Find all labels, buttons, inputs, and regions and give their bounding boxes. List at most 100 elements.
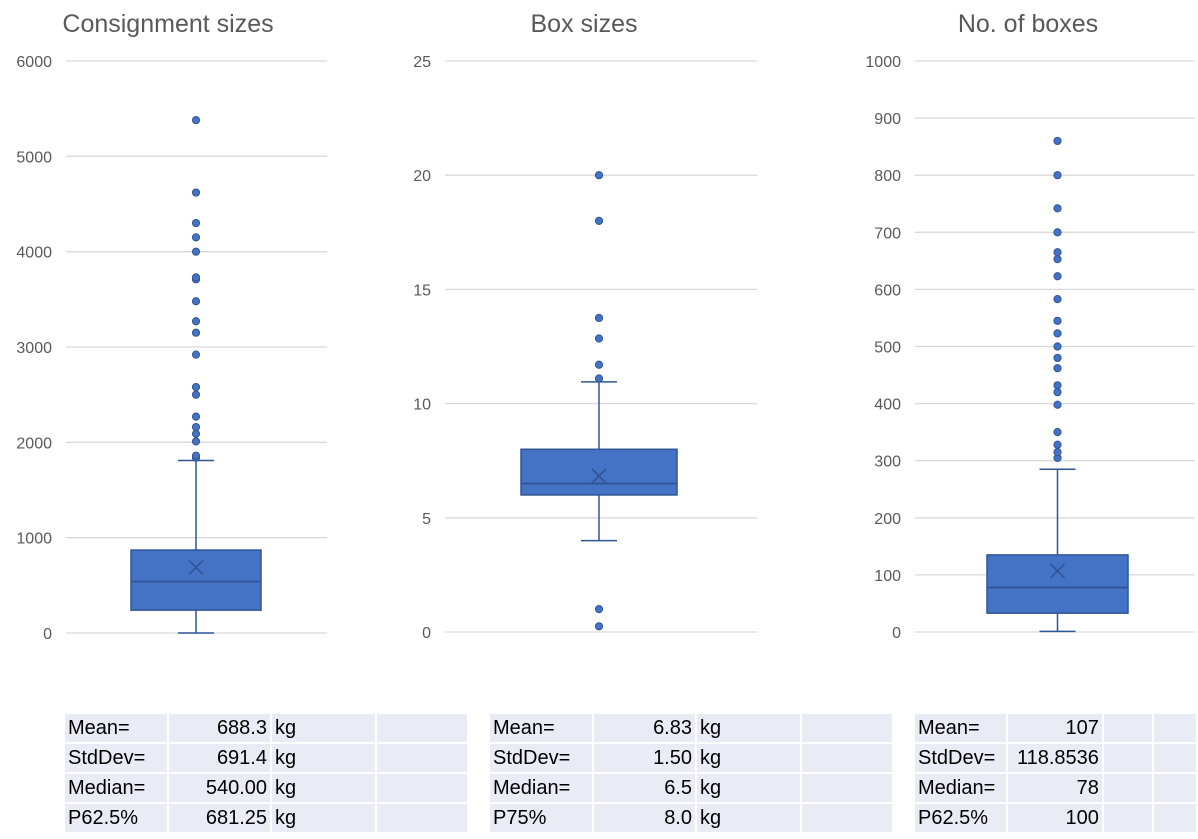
- stat-unit: kg: [272, 804, 375, 832]
- outlier-point: [1053, 353, 1062, 363]
- stat-value: 540.00: [169, 774, 270, 802]
- outlier-point: [1053, 228, 1062, 237]
- stat-value: 78: [1008, 774, 1102, 802]
- stat-blank: [1153, 744, 1196, 772]
- y-tick-label: 5: [422, 511, 431, 528]
- stats-row: Median= 540.00 kg: [65, 774, 467, 802]
- stat-unit: [1103, 744, 1152, 772]
- y-tick-label: 10: [413, 397, 431, 414]
- outlier-point: [1053, 248, 1062, 257]
- y-tick-label: 600: [874, 282, 901, 299]
- chart-title-no-of-boxes: No. of boxes: [958, 10, 1098, 38]
- outlier-point: [1053, 388, 1062, 397]
- stat-label: StdDev=: [915, 744, 1007, 772]
- stat-blank: [1153, 774, 1196, 802]
- y-tick-label: 300: [874, 454, 901, 471]
- y-tick-label: 0: [43, 626, 52, 643]
- outlier-point: [1053, 342, 1062, 351]
- outlier-point: [191, 382, 201, 392]
- y-tick-label: 0: [422, 625, 431, 642]
- outlier-point: [594, 605, 604, 614]
- stat-value: 688.3: [169, 714, 270, 742]
- y-tick-label: 3000: [16, 340, 52, 357]
- stat-blank: [802, 804, 892, 832]
- y-tick-label: 100: [874, 568, 901, 585]
- stat-unit: [1103, 804, 1152, 832]
- chart-title-box-sizes: Box sizes: [531, 10, 638, 38]
- outlier-point: [191, 273, 201, 282]
- y-tick-label: 20: [413, 168, 431, 185]
- y-tick-label: 0: [892, 625, 901, 642]
- stat-value: 118.8536: [1008, 744, 1102, 772]
- outlier-point: [191, 451, 201, 460]
- chart-title-consignment: Consignment sizes: [62, 10, 273, 38]
- stat-blank: [1153, 804, 1196, 832]
- outlier-point: [1053, 171, 1062, 180]
- y-tick-label: 500: [874, 340, 901, 357]
- stat-unit: [1103, 714, 1152, 742]
- stat-blank: [802, 744, 892, 772]
- y-tick-label: 2000: [16, 435, 52, 452]
- y-tick-label: 700: [874, 225, 901, 242]
- stat-label: Mean=: [65, 714, 167, 742]
- y-tick-label: 5000: [16, 149, 52, 166]
- outlier-point: [594, 216, 604, 225]
- y-tick-label: 4000: [16, 245, 52, 262]
- stat-label: P62.5%: [65, 804, 167, 832]
- stat-value: 1.50: [594, 744, 695, 772]
- stats-row: P62.5% 681.25 kg: [65, 804, 467, 832]
- outlier-point: [1053, 381, 1062, 390]
- stat-unit: kg: [697, 774, 800, 802]
- stat-value: 691.4: [169, 744, 270, 772]
- stats-row: Median= 78: [915, 774, 1196, 802]
- stat-unit: kg: [272, 744, 375, 772]
- stat-label: Mean=: [915, 714, 1007, 742]
- outlier-point: [1053, 329, 1062, 338]
- outlier-point: [1053, 364, 1062, 373]
- stat-value: 6.83: [594, 714, 695, 742]
- stat-label: Mean=: [490, 714, 592, 742]
- y-tick-label: 200: [874, 511, 901, 528]
- y-tick-label: 15: [413, 282, 431, 299]
- outlier-point: [191, 328, 201, 337]
- stat-unit: [1103, 774, 1152, 802]
- stats-row: Mean= 688.3 kg: [65, 714, 467, 742]
- stat-blank: [377, 804, 467, 832]
- stat-label: StdDev=: [65, 744, 167, 772]
- outlier-point: [191, 350, 201, 359]
- mean-marker: [591, 468, 607, 484]
- outlier-point: [1053, 448, 1062, 457]
- stat-blank: [377, 774, 467, 802]
- outlier-point: [191, 317, 201, 326]
- stat-unit: kg: [697, 804, 800, 832]
- stat-blank: [377, 714, 467, 742]
- y-tick-label: 400: [874, 397, 901, 414]
- outlier-point: [191, 233, 201, 242]
- stats-row: StdDev= 1.50 kg: [490, 744, 892, 772]
- stat-label: P62.5%: [915, 804, 1007, 832]
- outlier-point: [594, 360, 604, 369]
- box-iqr: [130, 549, 262, 611]
- mean-marker: [1049, 563, 1066, 579]
- y-tick-label: 1000: [865, 54, 901, 71]
- outlier-point: [191, 412, 201, 421]
- outlier-point: [191, 437, 201, 446]
- outlier-point: [191, 188, 201, 197]
- stat-label: Median=: [65, 774, 167, 802]
- outlier-point: [191, 247, 201, 256]
- stat-label: Median=: [490, 774, 592, 802]
- box-plot-panels: Consignment sizes01000200030004000500060…: [16, 10, 1195, 643]
- stats-row: StdDev= 118.8536: [915, 744, 1196, 772]
- stat-value: 6.5: [594, 774, 695, 802]
- outlier-point: [1053, 295, 1062, 304]
- stat-blank: [1153, 714, 1196, 742]
- outlier-point: [191, 429, 201, 438]
- outlier-point: [191, 116, 201, 125]
- stat-unit: kg: [697, 744, 800, 772]
- outlier-point: [594, 171, 604, 180]
- stats-row: Mean= 6.83 kg: [490, 714, 892, 742]
- y-tick-label: 25: [413, 54, 431, 71]
- stats-row: StdDev= 691.4 kg: [65, 744, 467, 772]
- y-tick-label: 6000: [16, 54, 52, 71]
- outlier-point: [594, 313, 604, 323]
